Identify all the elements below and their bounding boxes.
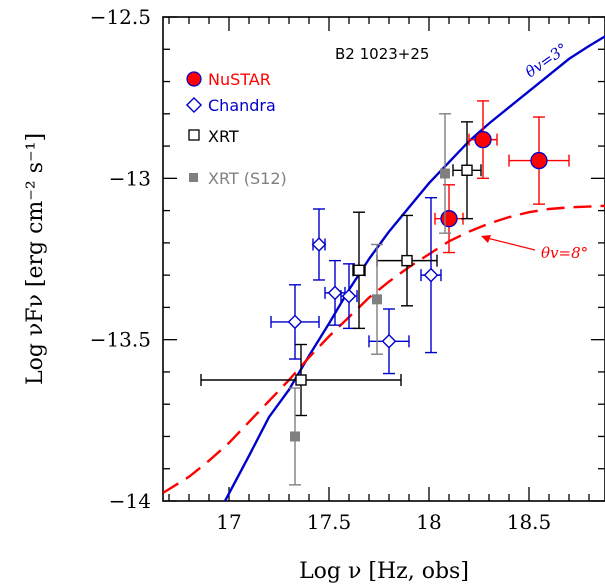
chandra-point xyxy=(340,263,358,330)
xrt-marker xyxy=(461,164,473,176)
chandra-point xyxy=(420,196,442,354)
model-curves xyxy=(163,35,605,501)
nustar-point xyxy=(434,184,464,254)
chandra-point xyxy=(311,208,327,281)
legend-label-xrt-s12: XRT (S12) xyxy=(208,169,287,188)
xrt-marker xyxy=(401,254,413,267)
xrt-marker xyxy=(353,264,365,276)
chandra-point xyxy=(324,259,346,326)
nustar-point xyxy=(508,116,570,205)
x-axis-label: Log ν [Hz, obs] xyxy=(299,559,469,584)
model-curve-3deg xyxy=(223,35,605,501)
model-label-3deg: θv=3° xyxy=(522,40,571,82)
legend-label-xrt: XRT xyxy=(208,127,239,146)
y-axis-label: Log νFν [erg cm⁻² s⁻¹] xyxy=(23,133,48,385)
nustar-marker xyxy=(474,130,492,149)
model-8deg-arrowhead xyxy=(481,235,491,243)
chandra-marker xyxy=(423,267,439,283)
source-label: B2 1023+25 xyxy=(335,45,429,63)
xrt-s12-point xyxy=(439,113,451,234)
xrt-point xyxy=(452,121,482,220)
chandra-point xyxy=(368,308,410,375)
xrt-s12-marker xyxy=(440,168,450,179)
y-tick-label: −14 xyxy=(109,489,151,513)
model-8deg-arrow xyxy=(486,237,536,251)
legend-marker-xrt-s12 xyxy=(189,173,198,182)
chandra-marker xyxy=(327,285,343,301)
chandra-marker xyxy=(381,333,397,349)
plot-frame xyxy=(162,16,605,502)
legend-marker-nustar xyxy=(186,71,202,87)
legend-marker-chandra xyxy=(185,96,203,114)
chandra-marker xyxy=(287,314,303,330)
xrt-point xyxy=(352,211,366,330)
x-tick-label: 17 xyxy=(216,510,241,534)
nustar-point xyxy=(468,100,498,180)
legend-label-chandra: Chandra xyxy=(208,96,276,115)
xrt-point xyxy=(376,214,438,307)
axis-ticks: 17 17.5 18 18.5 −14 −13.5 −13 −12.5 xyxy=(90,5,605,534)
xrt-s12-point xyxy=(289,387,301,486)
x-tick-label: 17.5 xyxy=(307,510,352,534)
model-label-8deg: θv=8° xyxy=(541,244,588,262)
y-tick-label: −13.5 xyxy=(90,328,151,352)
legend-marker-xrt xyxy=(188,129,200,141)
chandra-point xyxy=(270,284,320,360)
x-tick-label: 18.5 xyxy=(507,510,552,534)
chandra-marker xyxy=(311,237,327,252)
xrt-marker xyxy=(295,374,307,386)
nustar-marker xyxy=(530,151,548,170)
chandra-marker xyxy=(341,288,357,304)
nustar-marker xyxy=(440,210,458,228)
xrt-s12-marker xyxy=(372,294,382,305)
xrt-s12-marker xyxy=(290,431,300,442)
xrt-s12-point xyxy=(371,243,383,355)
legend-label-nustar: NuSTAR xyxy=(208,70,271,89)
y-tick-label: −12.5 xyxy=(90,5,151,29)
model-curve-8deg xyxy=(163,204,605,494)
data-points xyxy=(200,100,570,486)
y-tick-label: −13 xyxy=(109,166,151,190)
xrt-point xyxy=(200,343,402,417)
x-tick-label: 18 xyxy=(416,510,441,534)
legend: NuSTAR Chandra XRT XRT (S12) xyxy=(185,70,287,188)
